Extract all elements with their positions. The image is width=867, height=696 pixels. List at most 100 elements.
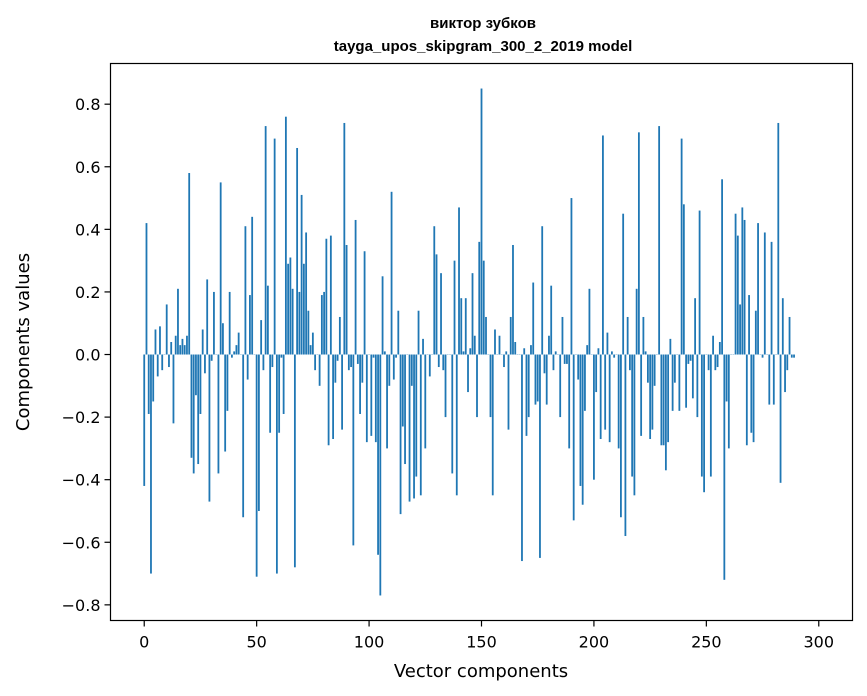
bar-124 (422, 338, 424, 355)
bar-147 (473, 335, 476, 355)
bar-243 (689, 354, 692, 361)
bar-73 (307, 310, 310, 355)
bar-26 (201, 329, 204, 355)
bar-134 (444, 354, 447, 418)
bar-246 (696, 354, 699, 418)
bar-0 (143, 354, 146, 486)
x-tick-label-2: 100 (354, 633, 385, 652)
y-axis-label: Components values (13, 253, 34, 431)
bar-87 (338, 316, 341, 355)
bar-222 (642, 316, 645, 355)
bar-169 (523, 348, 526, 355)
bar-287 (788, 316, 791, 355)
bar-289 (793, 354, 795, 358)
bar-116 (404, 354, 406, 465)
bar-154 (489, 354, 492, 418)
bar-253 (712, 335, 714, 355)
bar-96 (359, 354, 361, 414)
bar-276 (763, 232, 766, 355)
bar-103 (374, 354, 377, 443)
bar-207 (608, 354, 611, 443)
bar-176 (539, 354, 541, 558)
bar-121 (415, 354, 418, 477)
x-axis-ticks: 0 50 100 150 200 250 300 (139, 620, 834, 652)
bar-28 (206, 279, 209, 355)
bar-42 (237, 332, 240, 355)
bar-35 (222, 323, 224, 355)
bar-155 (491, 354, 494, 496)
bar-78 (318, 354, 321, 386)
bar-62 (282, 354, 285, 414)
bar-64 (287, 263, 290, 355)
bar-211 (617, 354, 620, 449)
bar-16 (179, 345, 182, 355)
bar-93 (352, 354, 355, 546)
bar-82 (327, 354, 330, 446)
bar-109 (388, 354, 391, 386)
bar-6 (156, 354, 159, 377)
bar-111 (392, 354, 395, 380)
bar-173 (532, 282, 535, 355)
bar-174 (534, 354, 537, 405)
bar-171 (527, 354, 530, 418)
bar-149 (478, 241, 481, 355)
bar-122 (417, 310, 420, 355)
bar-4 (152, 354, 155, 402)
y-tick-label-7: 0.6 (75, 158, 100, 177)
bar-20 (188, 173, 191, 355)
bar-140 (458, 207, 460, 355)
bar-47 (249, 295, 251, 355)
bar-79 (320, 295, 323, 355)
bar-266 (741, 207, 744, 355)
y-tick-label-8: 0.8 (75, 95, 100, 114)
bar-285 (784, 354, 786, 393)
bar-251 (707, 354, 710, 371)
bar-24 (197, 354, 200, 465)
bar-201 (595, 354, 598, 393)
bar-51 (258, 354, 260, 511)
bar-99 (365, 354, 368, 443)
bar-181 (550, 285, 553, 355)
bar-53 (262, 354, 265, 371)
bar-191 (572, 354, 575, 521)
bar-7 (159, 326, 161, 355)
bar-162 (507, 354, 510, 430)
bar-23 (195, 354, 197, 396)
chart-title: виктор зубков (430, 15, 536, 32)
chart-subtitle: tayga_upos_skipgram_300_2_2019 model (334, 38, 633, 55)
bar-260 (727, 354, 730, 449)
bar-34 (219, 182, 222, 355)
bar-273 (757, 223, 759, 355)
bar-158 (498, 335, 501, 355)
bar-115 (401, 354, 404, 427)
x-axis-label: Vector components (394, 661, 568, 682)
bar-186 (561, 316, 564, 355)
bar-248 (700, 354, 703, 477)
bar-131 (437, 354, 440, 368)
bar-179 (545, 354, 548, 405)
bar-225 (649, 354, 652, 440)
bar-195 (581, 354, 584, 505)
y-tick-label-3: −0.2 (62, 408, 101, 427)
bar-271 (752, 354, 755, 443)
bar-74 (309, 345, 312, 355)
bar-97 (361, 354, 364, 383)
bar-247 (698, 210, 701, 355)
bar-168 (521, 354, 523, 562)
bar-214 (624, 354, 627, 537)
bar-36 (224, 354, 227, 452)
bar-178 (543, 354, 546, 374)
bar-263 (734, 213, 737, 355)
bar-54 (264, 126, 267, 355)
bar-187 (563, 354, 566, 364)
bar-255 (716, 354, 719, 368)
bar-123 (419, 354, 422, 496)
bar-238 (678, 354, 681, 411)
bar-189 (568, 354, 571, 449)
bar-259 (725, 354, 728, 402)
bar-170 (525, 354, 528, 436)
bar-257 (721, 179, 723, 355)
bar-227 (653, 354, 656, 386)
bar-27 (204, 354, 206, 374)
